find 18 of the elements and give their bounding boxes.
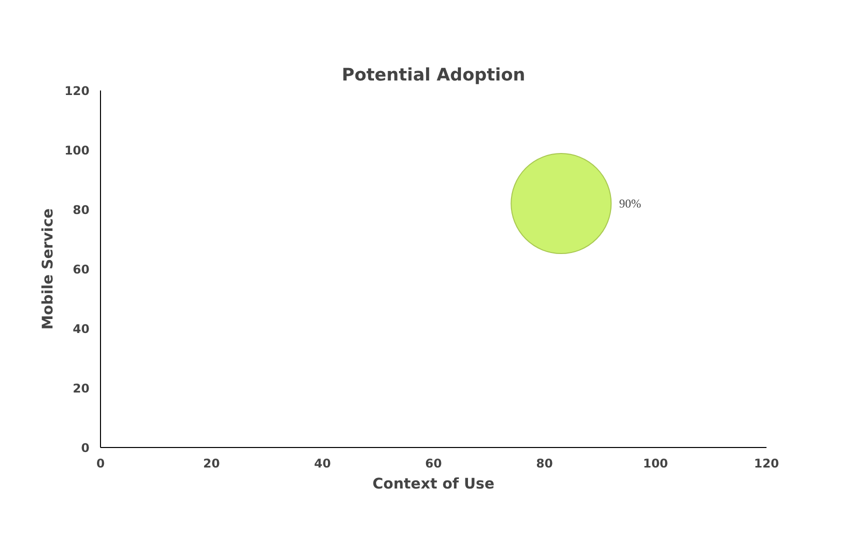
x-tick-label: 20 [203,456,220,470]
x-tick-label: 100 [642,456,668,470]
y-tick-label: 40 [72,322,90,336]
y-tick-label: 60 [72,262,90,276]
chart-title: Potential Adoption [342,66,526,86]
x-tick-label: 0 [96,456,105,470]
y-tick-label: 120 [64,84,90,98]
x-tick-label: 40 [314,456,331,470]
y-tick-label: 0 [81,441,90,455]
x-tick-label: 60 [425,456,442,470]
x-tick-label: 80 [536,456,553,470]
y-tick-label: 20 [72,382,90,396]
y-tick-label: 80 [72,203,90,217]
y-axis-title: Mobile Service [39,208,56,330]
x-axis-title: Context of Use [372,476,494,492]
annotation: 90% [619,196,642,211]
x-tick-label: 120 [754,456,780,470]
y-tick-label: 100 [64,144,90,158]
